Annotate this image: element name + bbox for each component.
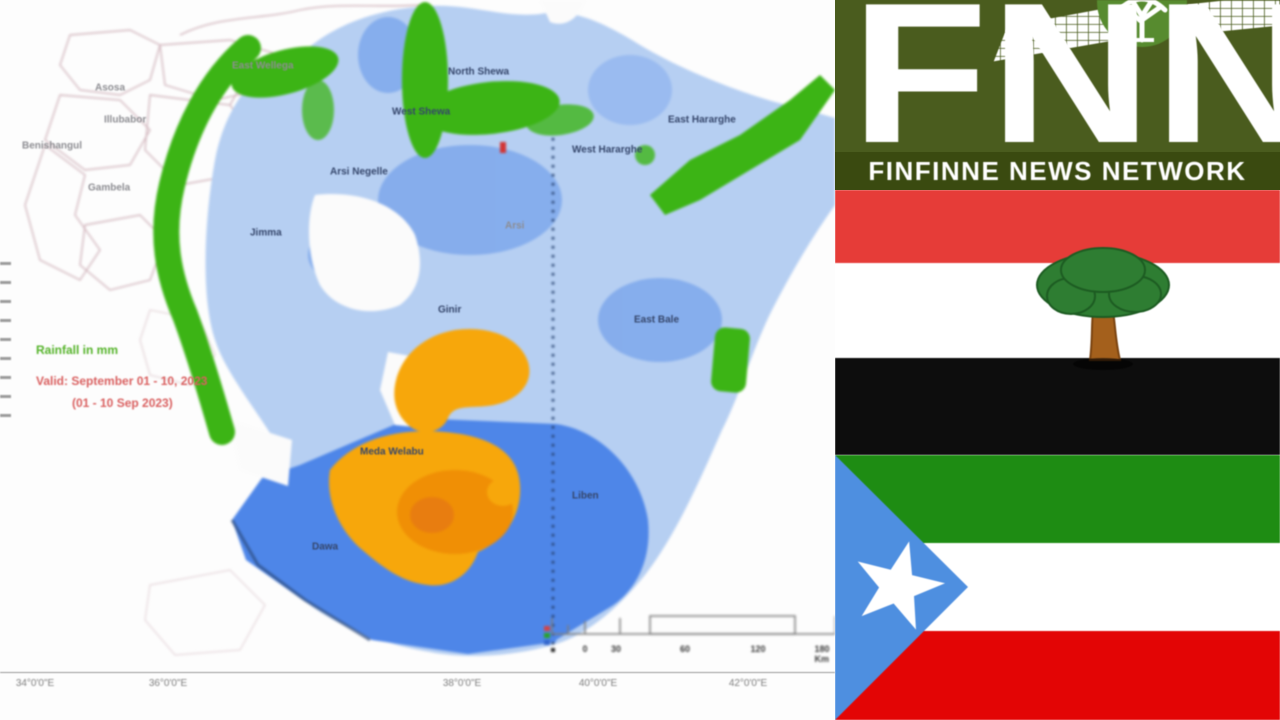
map-label: West Hararghe	[572, 144, 643, 156]
fnn-banner: FINFINNE NEWS NETWORK	[835, 152, 1280, 190]
map-label: Arsi Negelle	[330, 166, 388, 178]
map-label: East Bale	[634, 314, 680, 326]
axis-tick-label: 38°0'0"E	[442, 678, 482, 689]
map-label: Arsi	[505, 220, 525, 232]
odaa-tree-icon	[1036, 247, 1170, 370]
latitude-tick	[0, 319, 11, 322]
scale-number: 180 Km	[814, 644, 830, 664]
oromia-black-stripe	[835, 358, 1280, 455]
oromia-red-stripe	[835, 190, 1280, 263]
red-marker	[500, 142, 506, 153]
legend-valid-dates: Valid: September 01 - 10, 2023	[36, 374, 208, 388]
fnn-logo-text: FNN	[851, 0, 1280, 185]
map-label: Asosa	[95, 82, 126, 94]
latitude-tick	[0, 357, 11, 360]
axis-tick-label: 36°0'0"E	[148, 678, 188, 689]
axis-tick-label: 42°0'0"E	[728, 678, 768, 689]
legend-rainfall-units: Rainfall in mm	[36, 343, 119, 357]
scale-number: 0	[582, 644, 588, 654]
latitude-tick	[0, 414, 11, 417]
satellite-dish-icon	[992, 0, 1280, 63]
scale-number: 60	[679, 644, 691, 654]
oromia-flag	[835, 190, 1280, 455]
rainfall-map-graphic	[24, 0, 835, 656]
map-label: Illubabor	[104, 114, 147, 126]
latitude-tick	[0, 376, 11, 379]
mini-legend-marks	[544, 626, 555, 652]
map-label: Benishangul	[22, 140, 83, 152]
map-label: North Shewa	[448, 66, 510, 78]
rain-zone-green	[153, 2, 835, 445]
latitude-tick	[0, 338, 11, 341]
axis-tick-label: 40°0'0"E	[578, 678, 618, 689]
axis-tick-label: 34°0'0"E	[15, 678, 55, 689]
scale-number: 30	[610, 644, 622, 654]
scale-bar	[551, 615, 835, 635]
somali-green-stripe	[835, 455, 1280, 543]
map-label: West Shewa	[392, 106, 451, 118]
map-label: Gambela	[88, 182, 131, 194]
map-label: Liben	[572, 490, 599, 502]
longitude-axis	[0, 672, 835, 673]
legend-date-range: (01 - 10 Sep 2023)	[72, 396, 173, 410]
map-label: Ginir	[438, 304, 462, 316]
map-label: Meda Welabu	[360, 446, 424, 458]
odaa-tree-globe-icon	[1097, 0, 1187, 47]
map-label: Dawa	[312, 541, 339, 553]
rain-zone-orange	[329, 328, 530, 586]
latitude-tick	[0, 395, 11, 398]
branding-panel: FNN FINFINNE NEWS NETWORK	[835, 0, 1280, 720]
fnn-banner-text: FINFINNE NEWS NETWORK	[868, 155, 1247, 186]
map-label: Jimma	[250, 227, 282, 239]
map-label: East Hararghe	[668, 114, 736, 126]
somali-region-flag	[835, 455, 1280, 720]
white-star-icon	[857, 541, 946, 630]
scale-number: 120	[750, 644, 766, 654]
latitude-tick	[0, 300, 11, 303]
latitude-tick	[0, 262, 11, 265]
rainfall-map-panel: Rainfall in mm Valid: September 01 - 10,…	[0, 0, 835, 689]
latitude-tick	[0, 281, 11, 284]
fnn-logo-block: FNN FINFINNE NEWS NETWORK	[835, 0, 1280, 190]
map-label: East Wellega	[232, 60, 294, 72]
